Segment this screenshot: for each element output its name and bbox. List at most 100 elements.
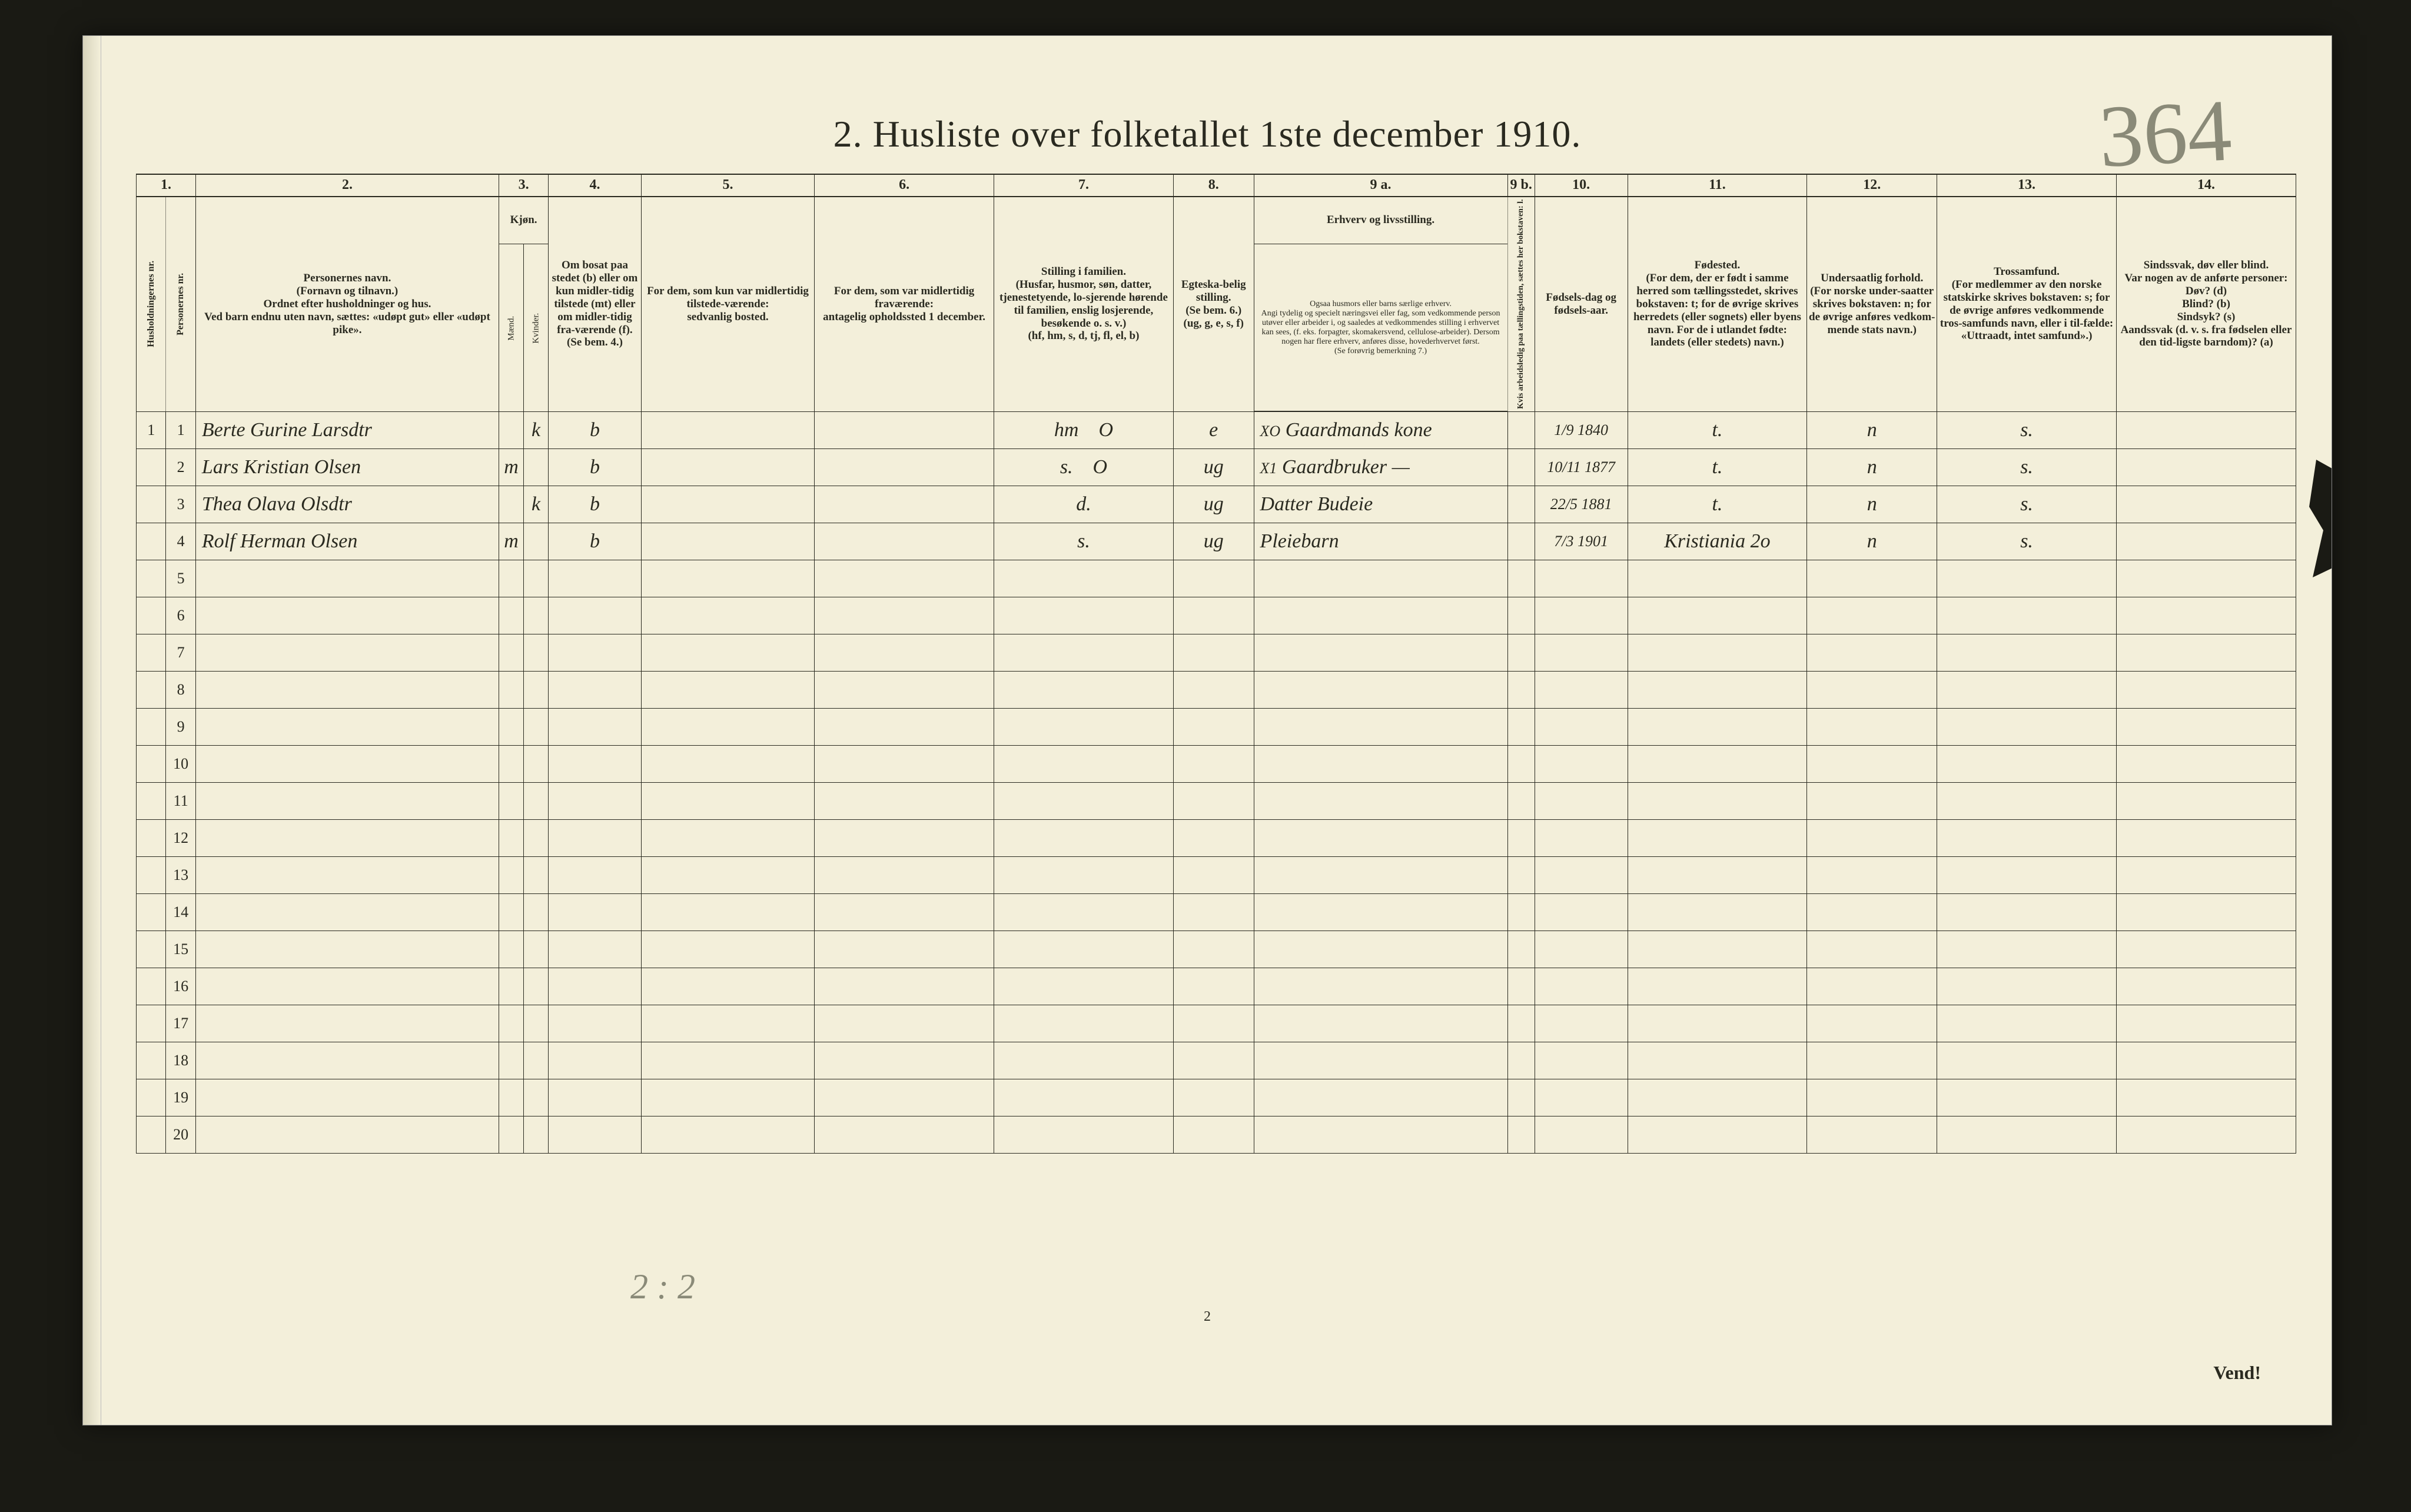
cell-empty [1535,857,1628,894]
cell-marital: e [1173,411,1254,449]
cell-empty [641,634,814,672]
cell-empty [1535,894,1628,931]
cell-empty [1535,709,1628,746]
cell-empty [815,1079,994,1116]
cell-empty [549,634,642,672]
cell-marital: ug [1173,486,1254,523]
cell-empty [815,746,994,783]
cell-empty [1937,746,2117,783]
table-row: 4Rolf Herman Olsenmbs.ugPleiebarn7/3 190… [137,523,2296,560]
cell-empty [499,709,524,746]
cell-empty [1507,746,1535,783]
colnum-3: 3. [499,174,549,197]
cell-person-nr: 3 [166,486,195,523]
cell-birthdate: 7/3 1901 [1535,523,1628,560]
cell-empty [1254,672,1507,709]
cell-empty [641,672,814,709]
cell-c6 [815,523,994,560]
cell-empty [524,1116,549,1154]
cell-empty [994,857,1174,894]
cell-empty [1937,820,2117,857]
cell-empty [524,857,549,894]
cell-empty [1937,1042,2117,1079]
cell-empty [1807,709,1937,746]
cell-empty [549,709,642,746]
cell-female [524,523,549,560]
cell-birthplace: Kristiania 2o [1628,523,1807,560]
cell-empty [2116,968,2296,1005]
cell-empty [1807,746,1937,783]
cell-household-nr [137,560,166,597]
cell-empty [549,857,642,894]
cell-empty [1173,1042,1254,1079]
cell-empty [549,783,642,820]
cell-empty [1507,709,1535,746]
colnum-11: 11. [1628,174,1807,197]
cell-empty [2116,1042,2296,1079]
hdr-egteskab: Egteska-belig stilling. (Se bem. 6.) (ug… [1173,197,1254,412]
cell-empty [549,1042,642,1079]
cell-empty [1254,597,1507,634]
hdr-fodested: Fødested. (For dem, der er født i samme … [1628,197,1807,412]
hdr-midl-frav: For dem, som var midlertidig fraværende:… [815,197,994,412]
cell-empty [1254,857,1507,894]
cell-empty [499,560,524,597]
cell-empty [1807,1116,1937,1154]
cell-empty [2116,1079,2296,1116]
cell-empty [1628,1042,1807,1079]
cell-household-nr [137,857,166,894]
cell-empty [524,634,549,672]
table-row-empty: 6 [137,597,2296,634]
cell-empty [195,783,499,820]
cell-empty [815,931,994,968]
cell-empty [641,820,814,857]
cell-empty [1254,820,1507,857]
cell-household-nr [137,597,166,634]
cell-empty [641,1079,814,1116]
cell-male: m [499,523,524,560]
cell-person-nr: 18 [166,1042,195,1079]
cell-empty [499,857,524,894]
cell-empty [549,1116,642,1154]
cell-empty [1937,597,2117,634]
cell-empty [1807,1079,1937,1116]
cell-empty [195,634,499,672]
cell-empty [815,560,994,597]
cell-empty [1173,672,1254,709]
cell-empty [1807,857,1937,894]
colnum-1: 1. [137,174,196,197]
cell-empty [1937,1116,2117,1154]
cell-empty [2116,783,2296,820]
cell-empty [524,820,549,857]
hdr-tros: Trossamfund. (For medlemmer av den norsk… [1937,197,2117,412]
cell-empty [641,857,814,894]
cell-marital: ug [1173,523,1254,560]
cell-religion: s. [1937,486,2117,523]
cell-empty [1807,672,1937,709]
cell-unemployed [1507,449,1535,486]
cell-c6 [815,486,994,523]
cell-empty [1535,1005,1628,1042]
cell-empty [1807,560,1937,597]
cell-empty [1937,709,2117,746]
cell-empty [499,672,524,709]
cell-empty [1628,634,1807,672]
cell-empty [1535,931,1628,968]
cell-household-nr [137,894,166,931]
cell-female: k [524,411,549,449]
cell-bosat: b [549,486,642,523]
cell-empty [815,820,994,857]
cell-empty [524,746,549,783]
cell-empty [641,709,814,746]
cell-unemployed [1507,411,1535,449]
cell-empty [994,597,1174,634]
cell-empty [195,1079,499,1116]
cell-empty [2116,1116,2296,1154]
cell-person-nr: 4 [166,523,195,560]
cell-empty [641,560,814,597]
cell-empty [1173,1079,1254,1116]
cell-empty [1173,1116,1254,1154]
cell-empty [549,968,642,1005]
cell-empty [1628,931,1807,968]
cell-household-nr [137,1005,166,1042]
